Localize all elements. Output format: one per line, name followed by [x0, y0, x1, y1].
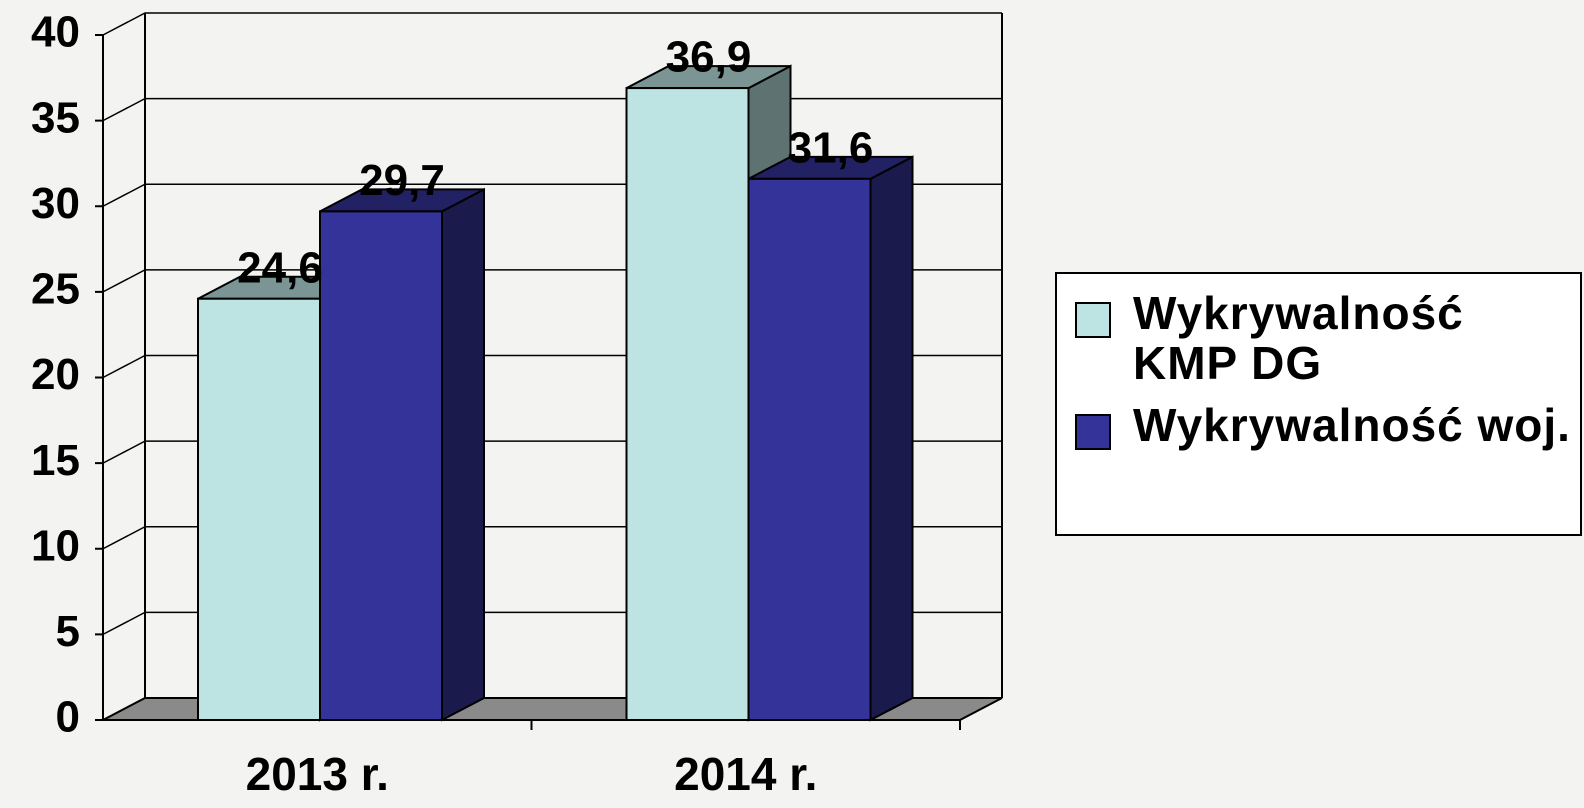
x-tick-label: 2013 r.: [246, 748, 389, 800]
value-label: 24,6: [237, 243, 323, 292]
value-label: 36,9: [666, 33, 752, 82]
bar: [749, 179, 871, 720]
y-tick-label: 40: [31, 8, 80, 57]
chart: 0 5 10 15 20 25 30 35 40 2013 r. 2014 r. 24,6 36,9 29…: [0, 0, 1040, 808]
bar: [198, 299, 320, 720]
y-tick-label: 30: [31, 179, 80, 228]
legend-swatch: [1075, 302, 1111, 338]
y-tick-label: 5: [56, 607, 80, 656]
y-tick-label: 10: [31, 521, 80, 570]
legend-swatch: [1075, 414, 1111, 450]
y-tick-label: 35: [31, 93, 80, 142]
legend-entry: Wykrywalność KMP DG: [1075, 288, 1580, 388]
legend-label: Wykrywalność KMP DG: [1133, 288, 1573, 388]
y-tick-label: 0: [56, 693, 80, 742]
x-tick-label: 2014 r.: [674, 748, 817, 800]
bar-side: [871, 157, 913, 720]
y-tick-label: 25: [31, 265, 80, 314]
legend: Wykrywalność KMP DG Wykrywalność woj.: [1055, 272, 1582, 536]
y-tick-label: 15: [31, 436, 80, 485]
legend-entry: Wykrywalność woj.: [1075, 400, 1580, 450]
y-tick-label: 20: [31, 350, 80, 399]
bar-side: [442, 189, 484, 720]
value-label: 31,6: [788, 123, 874, 172]
bar: [320, 211, 442, 720]
bar: [627, 88, 749, 720]
grid-line: [103, 99, 1002, 121]
grid-line: [103, 13, 1002, 35]
value-label: 29,7: [359, 156, 445, 205]
page: 0 5 10 15 20 25 30 35 40 2013 r. 2014 r. 24,6 36,9 29…: [0, 0, 1584, 808]
legend-label: Wykrywalność woj.: [1133, 400, 1573, 450]
